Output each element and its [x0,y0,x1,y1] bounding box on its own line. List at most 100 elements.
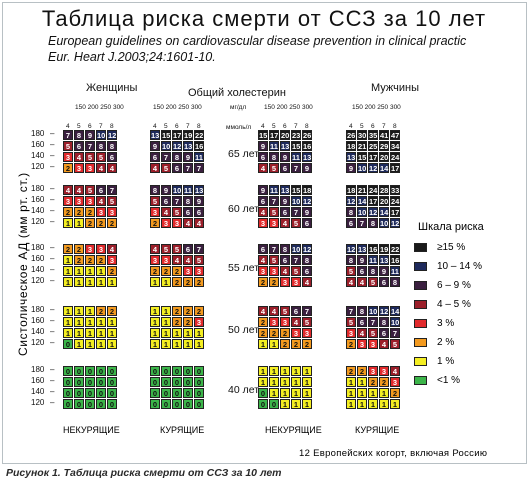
mmol-tick: 5 [164,123,168,130]
cholesterol-header: Общий холестерин [188,87,286,99]
risk-cell-women-smoking: 19 [183,130,193,140]
risk-cell-men-smoking: 13 [379,255,389,265]
risk-cell-women-nonsmoking: 1 [63,266,73,276]
risk-cell-women-smoking: 3 [161,255,171,265]
age-label: 65 лет [228,148,260,160]
risk-cell-men-nonsmoking: 11 [269,141,279,151]
risk-cell-men-smoking: 4 [357,277,367,287]
risk-cell-men-smoking: 25 [368,141,378,151]
risk-cell-women-nonsmoking: 0 [74,388,84,398]
risk-cell-women-smoking: 3 [150,207,160,217]
risk-cell-men-smoking: 17 [368,152,378,162]
risk-cell-men-smoking: 17 [390,207,400,217]
risk-cell-men-smoking: 2 [346,339,356,349]
risk-cell-women-nonsmoking: 3 [107,207,117,217]
risk-cell-women-nonsmoking: 3 [63,152,73,162]
risk-cell-men-smoking: 7 [368,317,378,327]
risk-cell-men-smoking: 7 [357,218,367,228]
risk-cell-men-nonsmoking: 1 [302,399,312,409]
risk-cell-women-smoking: 2 [183,277,193,287]
risk-cell-men-smoking: 30 [357,130,367,140]
risk-cell-women-nonsmoking: 1 [74,328,84,338]
risk-cell-women-nonsmoking: 0 [63,399,73,409]
risk-cell-women-smoking: 0 [183,399,193,409]
risk-cell-men-nonsmoking: 1 [291,366,301,376]
risk-cell-men-smoking: 5 [346,266,356,276]
risk-cell-women-nonsmoking: 0 [63,366,73,376]
risk-cell-men-nonsmoking: 1 [280,388,290,398]
risk-cell-men-nonsmoking: 1 [258,339,268,349]
risk-cell-men-nonsmoking: 6 [258,196,268,206]
risk-cell-men-smoking: 13 [346,152,356,162]
risk-cell-women-smoking: 4 [150,244,160,254]
risk-cell-men-nonsmoking: 4 [258,306,268,316]
bp-label: 120 [31,398,45,407]
chol-unit-mg: мг/дл [230,104,247,111]
risk-cell-men-smoking: 10 [390,317,400,327]
risk-cell-men-nonsmoking: 5 [280,306,290,316]
bp-label: 120 [31,217,45,226]
risk-cell-women-nonsmoking: 0 [74,366,84,376]
risk-cell-women-nonsmoking: 1 [74,339,84,349]
mmol-tick: 4 [261,123,265,130]
risk-cell-men-nonsmoking: 3 [258,218,268,228]
risk-cell-men-nonsmoking: 4 [258,163,268,173]
risk-cell-women-smoking: 1 [161,306,171,316]
risk-cell-men-smoking: 11 [390,266,400,276]
risk-cell-women-nonsmoking: 7 [63,130,73,140]
bp-label: 160 [31,254,45,263]
risk-cell-women-nonsmoking: 0 [85,399,95,409]
risk-cell-women-nonsmoking: 9 [85,130,95,140]
risk-cell-women-smoking: 1 [161,277,171,287]
bp-label: 180 [31,184,45,193]
bp-dash: – [50,184,55,193]
bp-label: 180 [31,243,45,252]
risk-cell-women-smoking: 1 [150,306,160,316]
risk-cell-men-nonsmoking: 5 [302,317,312,327]
risk-cell-men-nonsmoking: 3 [269,218,279,228]
risk-cell-men-nonsmoking: 7 [302,306,312,316]
risk-cell-men-nonsmoking: 5 [269,207,279,217]
risk-cell-women-smoking: 10 [172,185,182,195]
risk-cell-men-nonsmoking: 13 [280,141,290,151]
risk-cell-women-smoking: 4 [183,218,193,228]
risk-cell-women-smoking: 1 [150,339,160,349]
mmol-tick: 6 [175,123,179,130]
risk-cell-women-nonsmoking: 2 [107,218,117,228]
risk-cell-men-smoking: 1 [346,399,356,409]
mmol-tick: 6 [88,123,92,130]
risk-cell-men-nonsmoking: 13 [280,185,290,195]
risk-cell-men-smoking: 12 [379,306,389,316]
risk-cell-women-smoking: 7 [183,163,193,173]
risk-cell-men-nonsmoking: 12 [302,196,312,206]
risk-cell-women-nonsmoking: 1 [63,255,73,265]
risk-cell-men-nonsmoking: 0 [269,399,279,409]
risk-cell-men-nonsmoking: 1 [291,388,301,398]
risk-cell-women-smoking: 17 [172,130,182,140]
risk-cell-women-nonsmoking: 2 [63,244,73,254]
risk-cell-women-smoking: 0 [172,377,182,387]
bp-dash: – [50,129,55,138]
risk-cell-women-nonsmoking: 0 [96,377,106,387]
bp-label: 160 [31,195,45,204]
risk-cell-men-nonsmoking: 26 [302,130,312,140]
risk-cell-women-smoking: 6 [194,207,204,217]
risk-cell-men-smoking: 1 [346,388,356,398]
mmol-tick: 6 [371,123,375,130]
bp-label: 120 [31,338,45,347]
risk-cell-women-smoking: 2 [161,266,171,276]
risk-cell-men-smoking: 14 [379,207,389,217]
risk-cell-men-smoking: 3 [368,366,378,376]
risk-cell-women-nonsmoking: 7 [85,141,95,151]
risk-cell-women-nonsmoking: 6 [96,185,106,195]
risk-cell-women-nonsmoking: 3 [85,244,95,254]
mmol-tick: 7 [382,123,386,130]
page-title: Таблица риска смерти от ССЗ за 10 лет [41,6,487,31]
risk-cell-men-nonsmoking: 1 [269,339,279,349]
risk-cell-men-smoking: 6 [346,218,356,228]
bp-label: 120 [31,162,45,171]
mmol-tick: 4 [153,123,157,130]
risk-cell-men-smoking: 6 [357,266,367,276]
mmol-tick: 8 [305,123,309,130]
risk-cell-men-smoking: 2 [390,388,400,398]
